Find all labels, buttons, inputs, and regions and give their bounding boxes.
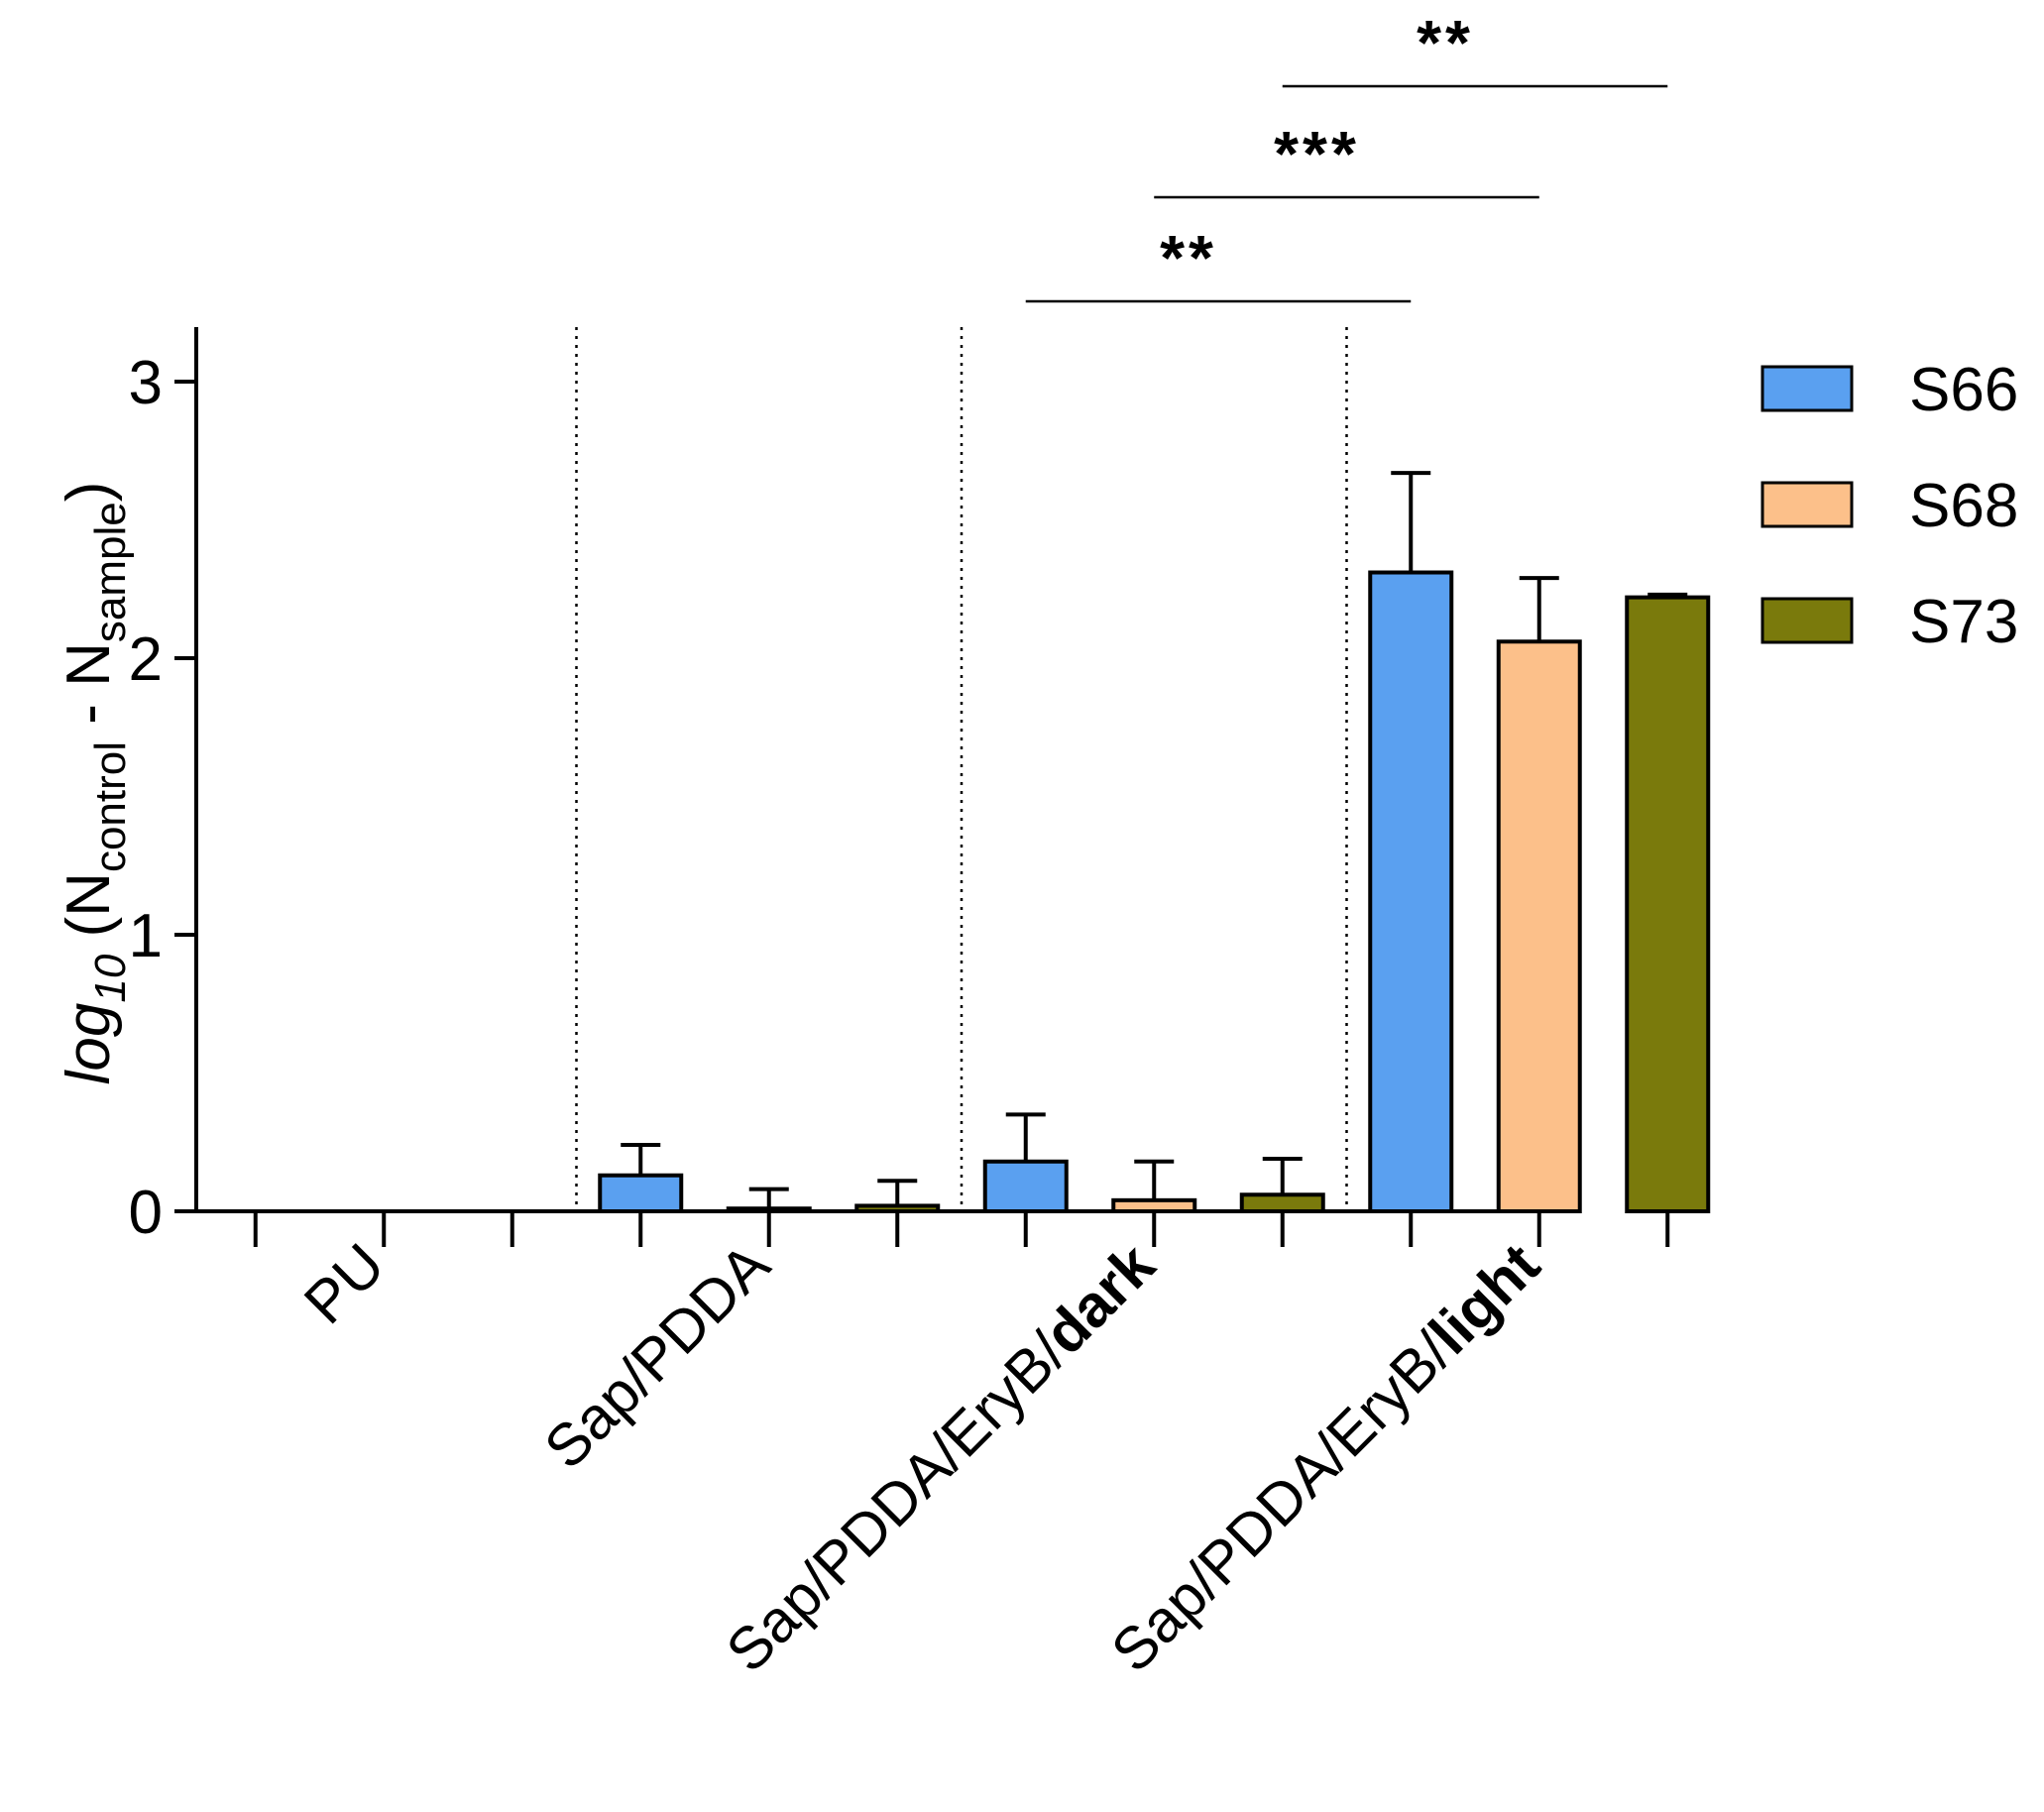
y-axis-title-part: 10 xyxy=(86,954,135,1002)
bar-s73-group-3 xyxy=(1239,1192,1325,1214)
legend-swatch-s66 xyxy=(1760,365,1854,412)
y-axis-title-part: log xyxy=(55,1003,123,1085)
y-axis-title: log10 (Ncontrol - Nsample) xyxy=(55,482,135,1085)
y-axis-title-part: (N xyxy=(55,872,123,955)
bar-s66-group-2 xyxy=(598,1173,684,1213)
y-tick-label: 2 xyxy=(129,625,163,694)
legend-label-s73: S73 xyxy=(1909,588,2018,656)
x-category-label: Sap/PDDA xyxy=(531,1231,782,1482)
x-category-label-text: PU xyxy=(291,1231,397,1336)
x-category-label: Sap/PDDA/EryB/light xyxy=(1098,1231,1552,1685)
y-axis-title-part: ) xyxy=(55,482,123,503)
bar-s73-group-4 xyxy=(1625,595,1711,1213)
legend-swatch-s73 xyxy=(1760,597,1854,644)
x-category-label: PU xyxy=(291,1231,397,1336)
y-tick-label: 3 xyxy=(129,349,163,417)
y-axis-title-part: control xyxy=(86,741,135,872)
y-axis-title-part: - N xyxy=(55,642,123,741)
significance-label: ** xyxy=(1417,7,1474,78)
y-tick-label: 0 xyxy=(129,1179,163,1247)
legend-swatch-s68 xyxy=(1760,481,1854,528)
significance-label: ** xyxy=(1160,222,1217,293)
bar-s66-group-4 xyxy=(1368,570,1454,1213)
x-category-label-text: Sap/PDDA/EryB/ xyxy=(714,1319,1079,1684)
y-tick-label: 1 xyxy=(129,902,163,970)
significance-label: *** xyxy=(1274,118,1360,189)
legend-label-s66: S66 xyxy=(1909,356,2018,424)
x-category-label: Sap/PDDA/EryB/dark xyxy=(714,1230,1168,1684)
y-axis-title-part: sample xyxy=(86,502,135,642)
bar-s68-group-4 xyxy=(1496,639,1582,1213)
legend-label-s68: S68 xyxy=(1909,472,2018,540)
bar-s66-group-3 xyxy=(982,1159,1069,1214)
x-category-label-text: Sap/PDDA/EryB/ xyxy=(1098,1319,1463,1684)
x-category-label-text: Sap/PDDA xyxy=(531,1231,782,1482)
